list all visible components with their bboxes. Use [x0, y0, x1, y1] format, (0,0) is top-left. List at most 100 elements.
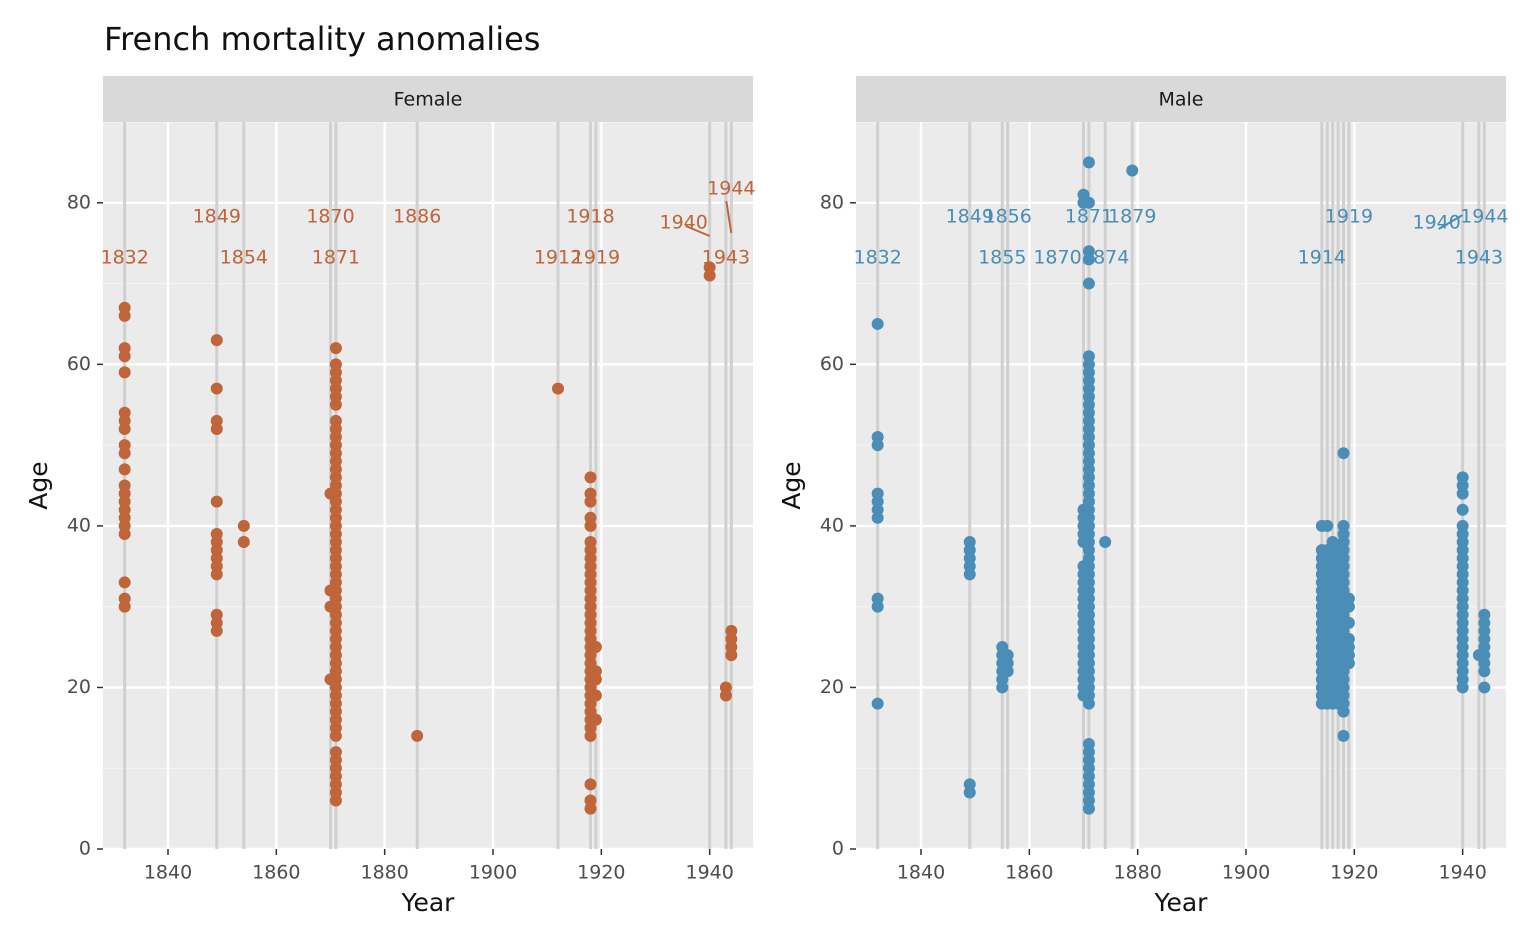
year-label: 1870	[1033, 247, 1081, 269]
data-point	[1478, 681, 1491, 694]
x-tick-label: 1880	[360, 862, 408, 884]
year-label: 1849	[946, 206, 994, 228]
y-tick-label: 80	[820, 191, 844, 213]
year-label: 1856	[983, 206, 1031, 228]
data-point	[963, 786, 976, 799]
year-label: 1832	[853, 247, 901, 269]
data-point	[329, 794, 342, 807]
panel-female: 1832 1849 1854 1870 1871 1886 1912 1918 1919 1940…	[24, 76, 756, 917]
data-point	[210, 568, 223, 581]
panel-background	[103, 122, 753, 849]
data-point	[703, 269, 716, 282]
data-point	[871, 697, 884, 710]
data-point	[871, 600, 884, 613]
data-point	[1337, 705, 1350, 718]
year-label: 1871	[1065, 206, 1113, 228]
y-tick-label: 40	[67, 514, 91, 536]
year-label: 1940	[659, 212, 707, 234]
year-label: 1874	[1081, 247, 1129, 269]
y-tick-label: 60	[67, 353, 91, 375]
data-point	[1001, 665, 1014, 678]
x-tick-label: 1860	[1005, 862, 1053, 884]
data-point	[719, 689, 732, 702]
year-label: 1855	[978, 247, 1026, 269]
data-point	[1478, 665, 1491, 678]
data-point	[589, 641, 602, 654]
data-point	[118, 463, 131, 476]
year-label: 1918	[566, 206, 614, 228]
data-point	[725, 649, 738, 662]
y-axis-title: Age	[777, 461, 806, 509]
x-tick-label: 1940	[1438, 862, 1486, 884]
data-point	[589, 713, 602, 726]
data-point	[996, 681, 1009, 694]
chart-title: French mortality anomalies	[104, 20, 541, 58]
x-tick-label: 1860	[252, 862, 300, 884]
data-point	[1321, 519, 1334, 532]
year-label: 1944	[1460, 206, 1508, 228]
data-point	[118, 447, 131, 460]
x-tick-label: 1920	[1330, 862, 1378, 884]
year-label: 1870	[306, 206, 354, 228]
y-axis-title: Age	[24, 461, 53, 509]
x-axis-title: Year	[401, 888, 456, 917]
data-point	[871, 511, 884, 524]
x-tick-label: 1920	[577, 862, 625, 884]
data-point	[1342, 657, 1355, 670]
data-point	[210, 495, 223, 508]
facet-strip-label: Male	[1158, 89, 1203, 111]
data-point	[963, 568, 976, 581]
facet-strip	[103, 76, 753, 122]
year-label: 1912	[534, 247, 582, 269]
panel-background	[856, 122, 1506, 849]
y-tick-label: 40	[820, 514, 844, 536]
data-point	[118, 309, 131, 322]
label-leader-line	[725, 200, 733, 234]
data-point	[871, 439, 884, 452]
data-point	[589, 673, 602, 686]
data-point	[1082, 277, 1095, 290]
facet-strip	[856, 76, 1506, 122]
data-point	[584, 495, 597, 508]
y-tick-label: 0	[832, 838, 844, 860]
data-point	[118, 350, 131, 363]
data-point	[584, 802, 597, 815]
x-tick-label: 1900	[469, 862, 517, 884]
x-axis-title: Year	[1154, 888, 1209, 917]
x-tick-label: 1840	[144, 862, 192, 884]
data-point	[1456, 681, 1469, 694]
y-tick-label: 20	[820, 676, 844, 698]
year-label: 1832	[100, 247, 148, 269]
data-point	[210, 422, 223, 435]
y-tick-label: 0	[79, 838, 91, 860]
data-point	[118, 366, 131, 379]
data-point	[118, 576, 131, 589]
year-label: 1943	[702, 247, 750, 269]
data-point	[589, 689, 602, 702]
year-label: 1943	[1455, 247, 1503, 269]
data-point	[871, 317, 884, 330]
data-point	[1342, 600, 1355, 613]
data-point	[210, 382, 223, 395]
data-point	[1126, 164, 1139, 177]
data-point	[1456, 503, 1469, 516]
data-point	[584, 519, 597, 532]
data-point	[411, 729, 424, 742]
year-label: 1919	[1325, 206, 1373, 228]
year-label: 1940	[1412, 212, 1460, 234]
data-point	[584, 471, 597, 484]
year-label: 1879	[1108, 206, 1156, 228]
x-tick-label: 1900	[1222, 862, 1270, 884]
data-point	[1337, 447, 1350, 460]
data-point	[329, 398, 342, 411]
y-tick-label: 20	[67, 676, 91, 698]
year-label: 1854	[220, 247, 268, 269]
data-point	[118, 600, 131, 613]
x-tick-label: 1840	[897, 862, 945, 884]
data-point	[552, 382, 564, 395]
data-point	[1082, 196, 1095, 209]
label-leader-line	[1438, 214, 1464, 230]
y-tick-label: 60	[820, 353, 844, 375]
